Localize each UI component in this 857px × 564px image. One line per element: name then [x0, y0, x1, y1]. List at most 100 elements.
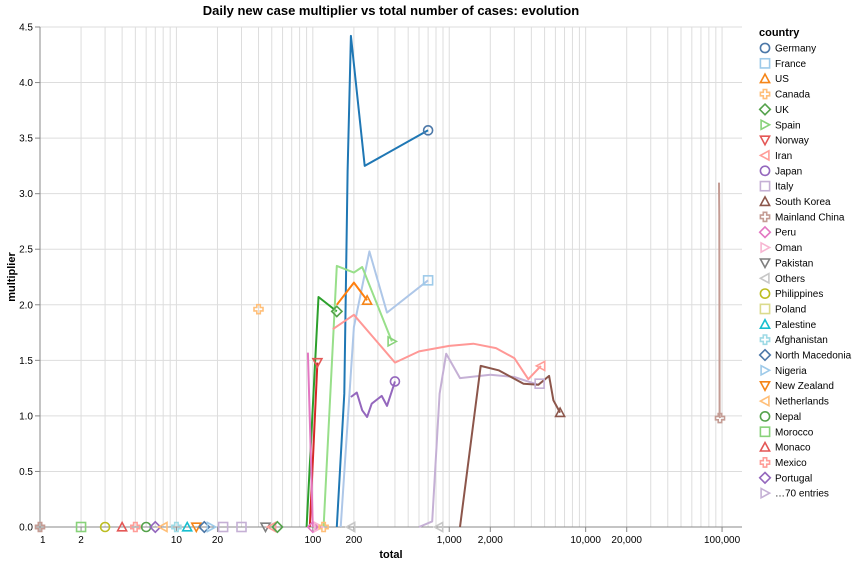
y-tick-label: 2.5	[19, 245, 33, 256]
legend-entry-label: Mainland China	[775, 212, 845, 223]
legend-symbol	[759, 195, 771, 207]
legend-entry-label: Monaco	[775, 443, 811, 454]
legend-entry-label: Nigeria	[775, 366, 807, 377]
marker-afghanistan	[171, 521, 182, 533]
marker-layer	[34, 125, 726, 534]
marker-nigeria	[206, 521, 218, 533]
series-line-south-korea	[459, 364, 561, 528]
marker-iran	[265, 521, 277, 533]
legend-symbol	[758, 225, 772, 239]
marker-peru	[306, 520, 320, 534]
marker-canada	[318, 521, 329, 533]
legend-symbol	[760, 364, 772, 377]
legend-symbol	[759, 380, 771, 392]
marker-philippines	[99, 521, 111, 533]
legend-entry-label: Canada	[775, 90, 810, 101]
legend-entry-label: Pakistan	[775, 258, 813, 269]
series-line-spain	[322, 264, 393, 528]
legend-entry-label: Peru	[775, 228, 796, 239]
legend-entry-label: Portugal	[775, 473, 812, 484]
y-tick-label: 4.0	[19, 78, 33, 89]
legend-entry-label: France	[775, 59, 807, 70]
legend-symbol	[759, 72, 771, 84]
series-layer	[305, 34, 721, 528]
y-tick-label: 0.5	[19, 467, 33, 478]
legend-entry-label: Philippines	[775, 289, 823, 300]
legend-title: country	[759, 27, 800, 39]
x-tick-label: 10	[171, 535, 183, 546]
series-line-france	[339, 250, 429, 528]
legend-symbol	[758, 471, 772, 485]
y-tick-label: 3.5	[19, 134, 33, 145]
x-tick-label: 20,000	[611, 535, 642, 546]
legend-entry-label: Oman	[775, 243, 802, 254]
legend-symbol	[759, 456, 771, 468]
marker-uk	[271, 520, 284, 534]
legend-entry-label: Others	[775, 274, 805, 285]
marker-others	[432, 521, 444, 533]
legend-symbol	[759, 334, 771, 346]
marker-palestine	[181, 520, 194, 532]
legend-symbol	[759, 57, 771, 69]
y-tick-label: 1.5	[19, 356, 33, 367]
marker-japan	[389, 376, 401, 387]
grid-layer	[39, 26, 742, 528]
y-tick-label: 1.0	[19, 411, 33, 422]
legend-symbol	[759, 318, 771, 330]
legend-symbol	[759, 180, 771, 192]
axis-layer: 1 2 10 20 100 200 1,000 2,000 10,000 20,000 100,00…	[19, 23, 742, 546]
marker-italy	[534, 378, 545, 389]
marker-germany	[422, 125, 434, 136]
marker-us	[361, 294, 373, 306]
legend-symbol	[759, 165, 771, 177]
legend-symbol	[758, 395, 770, 408]
x-tick-label: 100	[304, 535, 321, 546]
marker-italy	[236, 521, 247, 533]
legend-entry-label: Morocco	[775, 427, 814, 438]
legend-entry-label: Norway	[775, 136, 809, 147]
legend-symbol	[758, 149, 770, 162]
chart-title: Daily new case multiplier vs total numbe…	[203, 3, 579, 18]
legend-entry-label: Italy	[775, 182, 793, 193]
legend-entry-label: Palestine	[775, 320, 817, 331]
marker-italy	[217, 521, 229, 533]
y-tick-label: 3.0	[19, 189, 33, 200]
series-line-peru	[306, 352, 314, 528]
x-tick-label: 100,000	[704, 535, 741, 546]
marker-iran	[534, 360, 546, 372]
marker-norway	[311, 357, 324, 369]
x-tick-label: 1	[40, 535, 46, 546]
legend-symbol	[758, 102, 772, 116]
legend-symbol	[760, 487, 772, 500]
marker-mexico	[130, 521, 141, 533]
legend-entry-label: Germany	[775, 44, 816, 55]
x-tick-label: 10,000	[570, 535, 601, 546]
legend-entry-label: Nepal	[775, 412, 801, 423]
legend-symbol	[758, 348, 772, 362]
legend-entry-label: Poland	[775, 304, 806, 315]
marker-others	[344, 521, 356, 533]
series-line-iran	[332, 313, 542, 381]
marker-morocco	[75, 521, 87, 533]
legend-symbol	[758, 272, 770, 285]
legend-symbol	[759, 410, 771, 422]
marker-portugal	[148, 520, 162, 534]
x-tick-label: 20	[212, 535, 224, 546]
legend-entry-label: Spain	[775, 120, 801, 131]
y-tick-label: 4.5	[19, 23, 33, 34]
legend-entry-label: Japan	[775, 166, 802, 177]
legend-entry-label: …70 entries	[775, 489, 829, 500]
marker-mainland-china	[34, 521, 46, 533]
y-axis-title: multiplier	[6, 252, 18, 302]
legend-symbol	[759, 303, 771, 315]
legend-symbol	[759, 135, 771, 147]
legend: country Germany France US Canada UK Spain Norw…	[758, 27, 852, 500]
legend-entry-label: Iran	[775, 151, 792, 162]
x-tick-label: 200	[346, 535, 363, 546]
legend-symbol	[759, 88, 771, 100]
marker-netherlands	[157, 521, 168, 533]
legend-entry-label: South Korea	[775, 197, 831, 208]
series-line-germany	[335, 34, 429, 528]
x-tick-label: 2	[78, 535, 84, 546]
legend-entry-label: North Macedonia	[775, 351, 852, 362]
